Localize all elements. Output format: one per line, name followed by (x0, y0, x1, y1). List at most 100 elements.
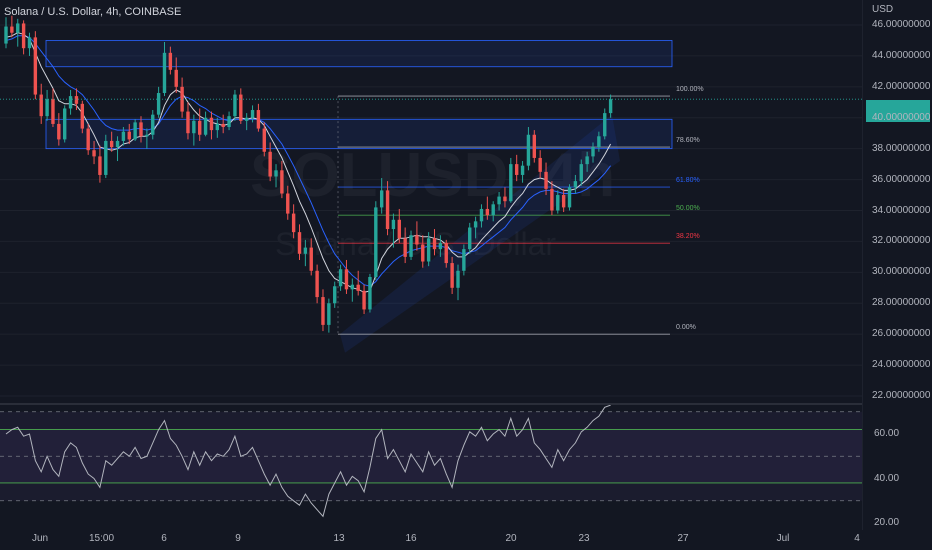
candle (608, 94, 613, 118)
candle (368, 273, 372, 313)
candle (156, 86, 161, 118)
candle (139, 116, 143, 143)
candle-body (344, 269, 349, 290)
candle-body (338, 269, 343, 287)
candle-body (303, 247, 308, 254)
candle (297, 224, 302, 260)
candle-body (45, 99, 49, 117)
candle-body (174, 69, 178, 87)
candle-body (514, 164, 519, 175)
candle (468, 222, 472, 254)
candle (256, 103, 261, 132)
candle-body (468, 227, 472, 250)
candle (561, 188, 566, 213)
candle-body (374, 207, 378, 277)
candle (274, 164, 278, 188)
price-axis-tick: 24.00000000 (872, 359, 931, 371)
price-chart[interactable] (0, 0, 862, 405)
candle-body (491, 204, 495, 216)
rsi-axis-tick: 40.00 (874, 472, 900, 484)
candle-body (115, 140, 120, 148)
candle (385, 181, 390, 236)
candle-body (233, 94, 237, 117)
candle-body (591, 147, 595, 157)
price-axis-tick: 42.00000000 (872, 80, 931, 92)
candle-body (63, 108, 67, 140)
candle (603, 108, 607, 140)
candle-body (544, 171, 548, 189)
candle-body (104, 140, 108, 175)
candle (591, 142, 595, 163)
candle-body (139, 122, 143, 137)
candle (127, 123, 131, 145)
candle-body (168, 52, 173, 70)
candle (421, 235, 425, 268)
candle-body (532, 134, 536, 158)
candle (338, 264, 343, 291)
candle (39, 83, 43, 124)
candle-body (608, 99, 613, 114)
ma-slow-line (5, 35, 611, 287)
candle (509, 157, 513, 203)
candle (215, 117, 220, 138)
candle-body (421, 244, 425, 262)
candle-body (456, 270, 460, 288)
candle (244, 113, 249, 131)
price-axis-tick: 36.00000000 (872, 173, 931, 185)
chart-title: Solana / U.S. Dollar, 4h, COINBASE (4, 6, 182, 18)
fib-level-label: 61.80% (676, 177, 700, 185)
time-axis-label: 6 (161, 533, 167, 544)
candle (391, 213, 396, 248)
candle (115, 136, 120, 162)
candle-body (286, 193, 290, 214)
time-axis-label: 16 (405, 533, 417, 544)
candle-body (57, 123, 61, 140)
price-axis-tick: 32.00000000 (872, 235, 931, 247)
candle (168, 46, 173, 75)
price-axis-tick: 28.00000000 (872, 297, 931, 309)
candle-body (327, 303, 331, 325)
time-axis-label: 9 (235, 533, 241, 544)
candle-body (432, 238, 437, 250)
candle (74, 88, 79, 111)
candle (315, 264, 319, 304)
candle-body (385, 190, 390, 230)
candle-body (556, 195, 560, 211)
candle (544, 162, 548, 196)
rsi-pane[interactable] (0, 405, 862, 530)
candle (520, 161, 525, 183)
candle-body (51, 99, 55, 124)
candle-body (462, 249, 466, 271)
candle (10, 15, 14, 38)
candle (426, 232, 431, 267)
candle-body (503, 196, 507, 202)
price-axis-tick: 30.00000000 (872, 266, 931, 278)
candle (203, 111, 208, 137)
time-axis-label: 13 (333, 533, 345, 544)
candle (291, 204, 296, 239)
candle (485, 196, 490, 220)
candle (333, 281, 337, 308)
candle (450, 256, 454, 294)
candle-body (21, 23, 26, 49)
pane-separator[interactable] (0, 403, 862, 405)
candle-body (262, 128, 266, 152)
price-axis[interactable] (862, 0, 932, 530)
candle (403, 227, 407, 264)
candle (133, 119, 137, 141)
candle-body (280, 170, 284, 194)
candle-body (368, 276, 372, 310)
candle-body (268, 151, 272, 177)
candle-body (479, 208, 484, 222)
candle (104, 134, 108, 179)
candle (57, 113, 61, 146)
candle (579, 159, 583, 186)
candle-body (203, 117, 208, 135)
price-axis-tick: 38.00000000 (872, 142, 931, 154)
candle-body (209, 117, 214, 131)
candle (250, 105, 255, 123)
candle (327, 298, 331, 333)
price-axis-tick: 40.00000000 (872, 111, 931, 123)
candle (27, 32, 32, 56)
